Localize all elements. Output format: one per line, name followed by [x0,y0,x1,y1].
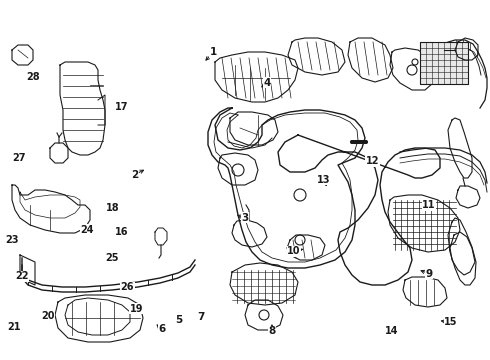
Polygon shape [420,42,468,84]
Text: 2: 2 [131,170,138,180]
Text: 18: 18 [106,203,120,213]
Text: 11: 11 [422,200,436,210]
Text: 7: 7 [197,312,205,322]
Text: 14: 14 [385,326,399,336]
Text: 6: 6 [158,324,165,334]
Text: 9: 9 [425,269,432,279]
Text: 19: 19 [129,304,143,314]
Text: 22: 22 [15,271,29,282]
Text: 8: 8 [269,326,275,336]
Text: 3: 3 [242,213,248,223]
Text: 27: 27 [12,153,25,163]
Circle shape [363,140,366,144]
Text: 12: 12 [366,156,379,166]
Text: 24: 24 [80,225,94,235]
Circle shape [359,140,362,144]
Text: 10: 10 [287,246,301,256]
Text: 21: 21 [7,322,21,332]
Text: 4: 4 [263,78,271,88]
Text: 23: 23 [5,235,19,246]
Text: 13: 13 [317,175,330,185]
Text: 1: 1 [210,47,217,57]
Text: 25: 25 [105,253,119,264]
Circle shape [361,140,364,144]
Circle shape [357,140,360,144]
Text: 16: 16 [115,227,128,237]
Text: 17: 17 [115,102,128,112]
Circle shape [354,140,358,144]
Text: 28: 28 [26,72,40,82]
Circle shape [365,140,368,144]
Circle shape [352,140,356,144]
Text: 5: 5 [175,315,182,325]
Text: 26: 26 [121,282,134,292]
Text: 15: 15 [444,317,458,327]
Text: 20: 20 [41,311,55,321]
Circle shape [350,140,353,144]
